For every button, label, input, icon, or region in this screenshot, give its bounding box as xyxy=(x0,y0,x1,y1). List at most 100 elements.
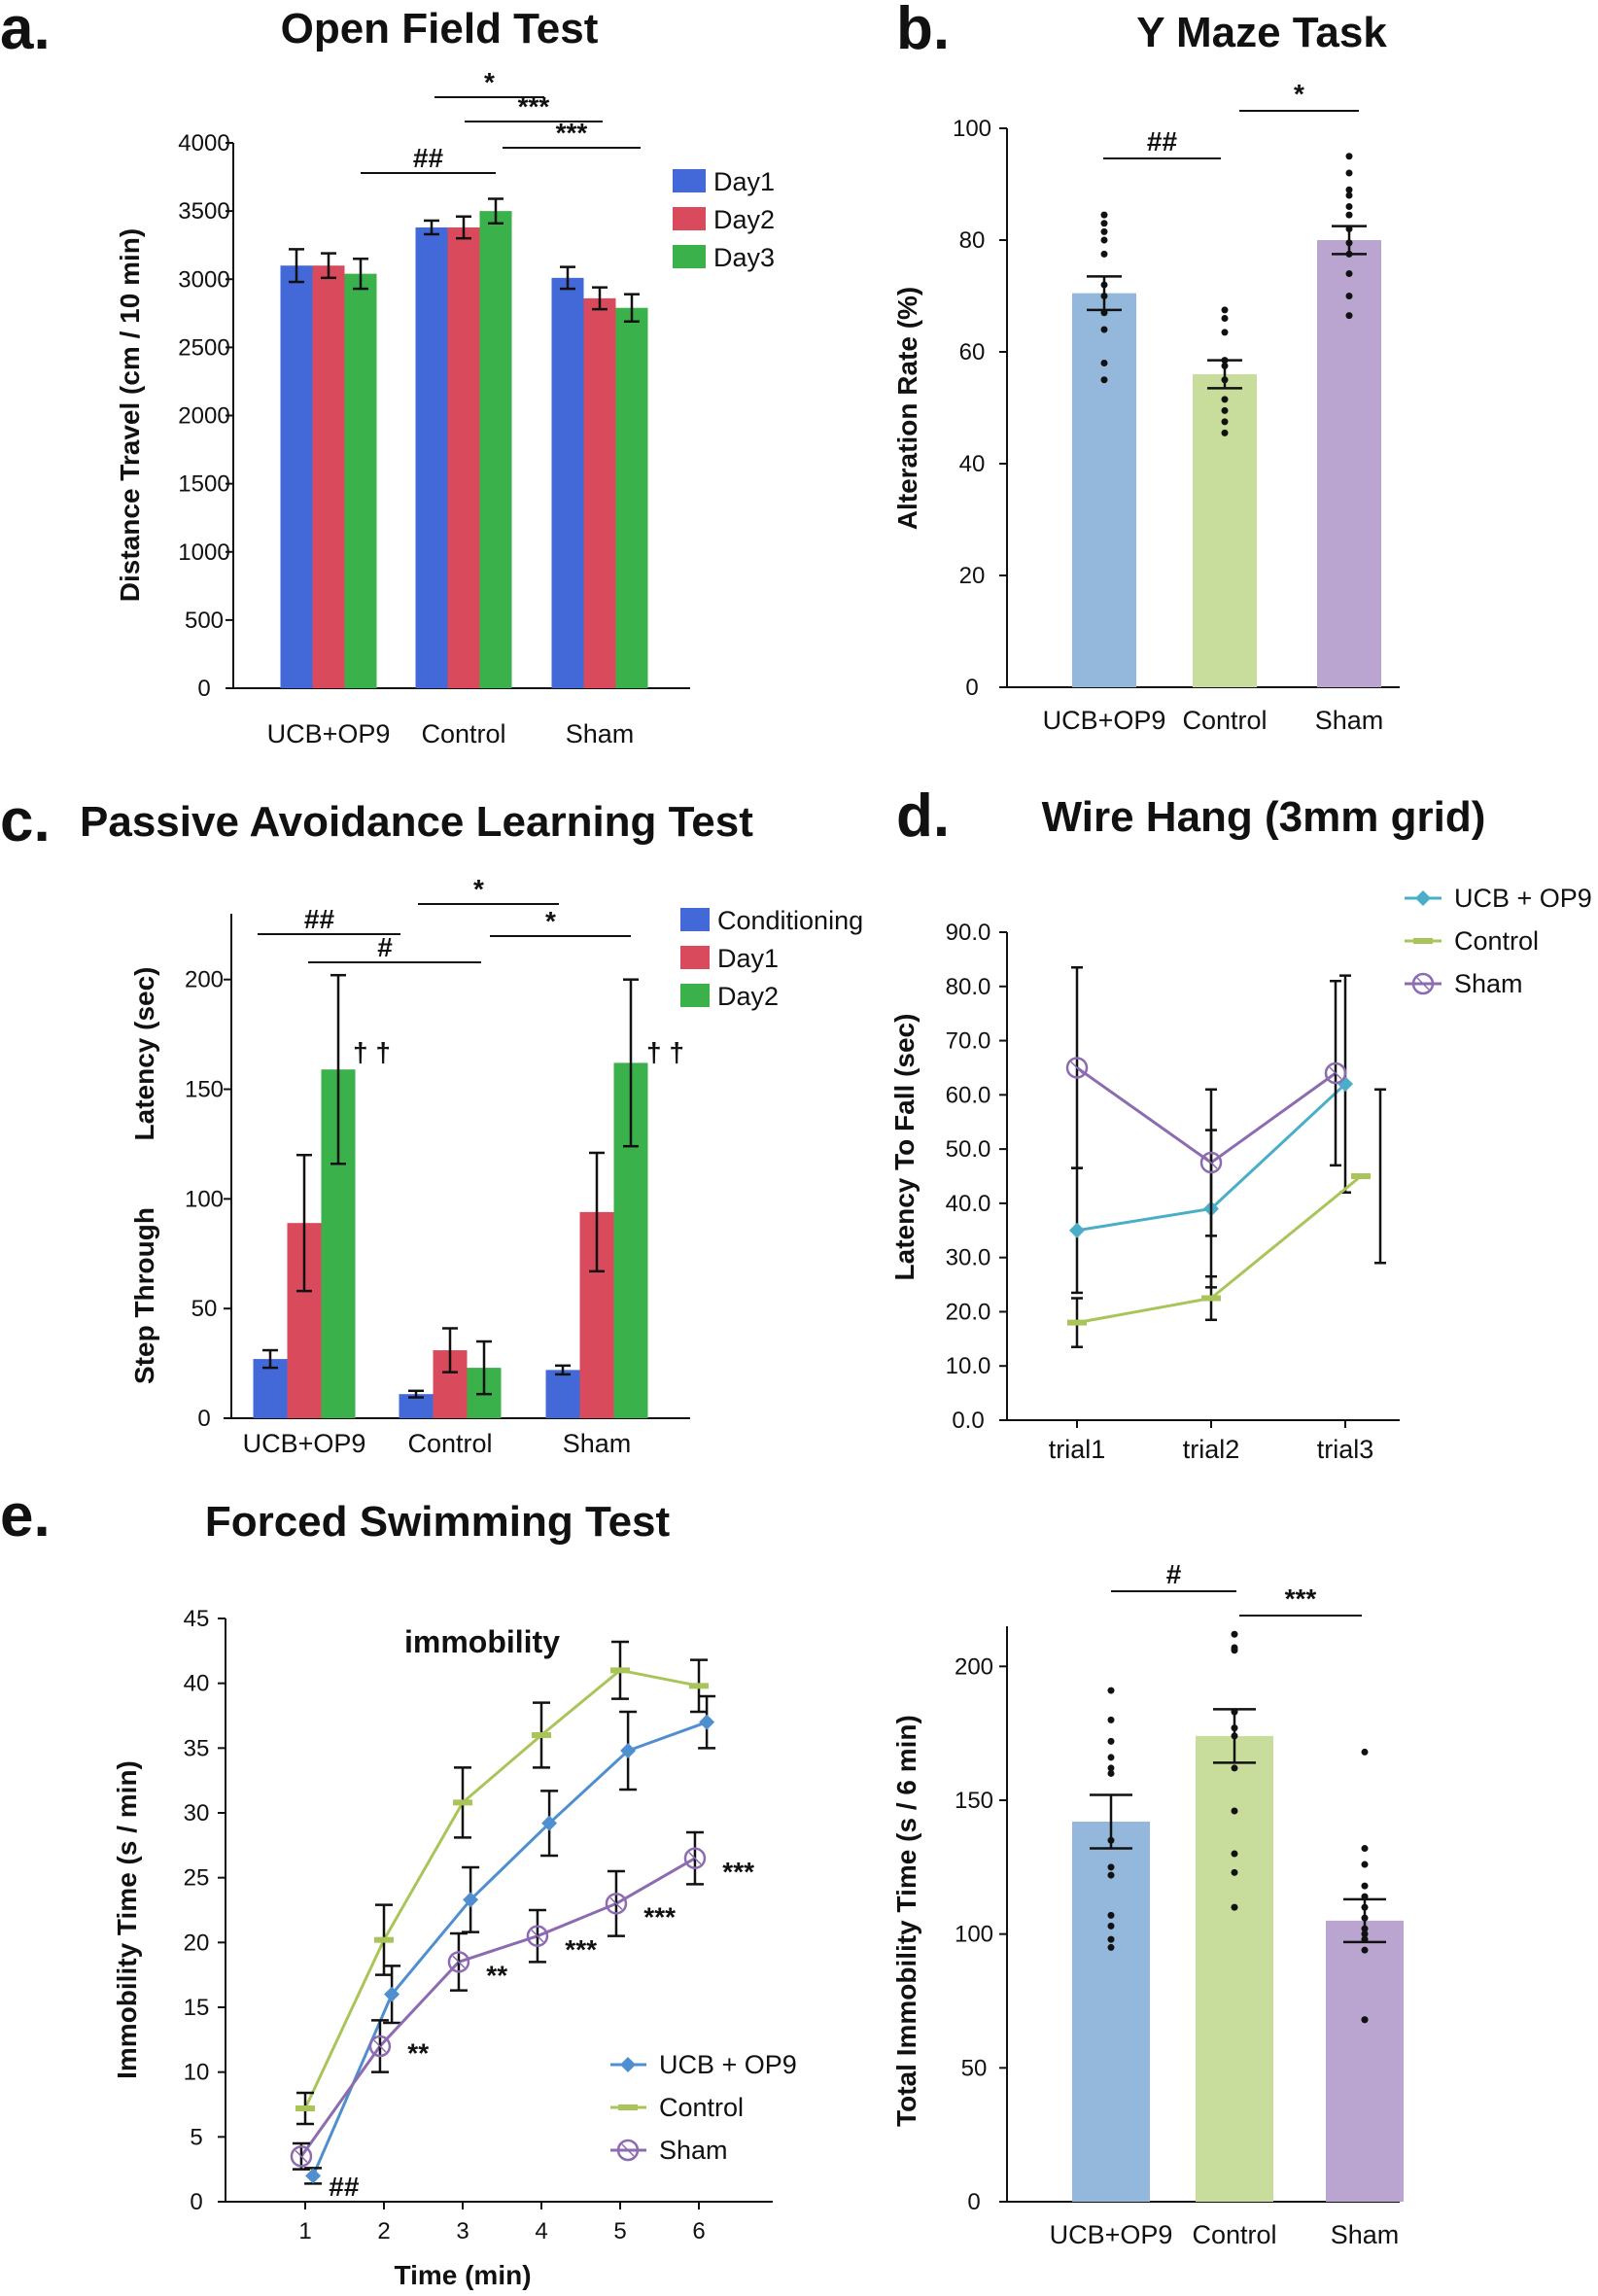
panel-a-bar xyxy=(344,273,377,688)
panel-b-significance-label: ## xyxy=(1147,126,1178,157)
panel-e2-data-point xyxy=(1107,1863,1115,1871)
panel-e-marker xyxy=(290,2145,313,2168)
panel-c-significance-label: # xyxy=(377,932,393,962)
panel-b-data-point xyxy=(1100,293,1108,299)
panel-b-data-point xyxy=(1100,227,1108,235)
panel-e-marker xyxy=(605,1893,628,1915)
panel-e2-data-point xyxy=(1231,1724,1238,1732)
panel-b-data-point xyxy=(1345,250,1353,258)
panel-d-legend-marker xyxy=(1411,972,1435,995)
panel-b-data-point xyxy=(1100,220,1108,227)
panel-c-y-axis-tick-label: 100 xyxy=(185,1186,224,1212)
panel-d-legend-marker-cross xyxy=(1416,977,1430,991)
panel-d-y-tick-label: 70.0 xyxy=(946,1028,991,1055)
panel-a-legend-label: Day3 xyxy=(713,243,775,272)
panel-b-data-point xyxy=(1100,211,1108,219)
panel-b-data-point xyxy=(1221,306,1229,314)
panel-b-significance-label: * xyxy=(1294,79,1304,109)
panel-e-series-line xyxy=(303,1668,700,2109)
panel-e2-data-point xyxy=(1107,1769,1115,1777)
panel-d-y-tick-label: 20.0 xyxy=(946,1299,991,1325)
panel-a-y-axis-tick-label: 2500 xyxy=(178,334,229,361)
panel-b-data-point xyxy=(1345,239,1353,247)
panel-b-data-point xyxy=(1221,418,1229,426)
panel-b-bar xyxy=(1193,374,1257,687)
panel-e-marker xyxy=(532,1732,551,1738)
panel-a-y-axis-tick-label: 0 xyxy=(197,676,210,702)
panel-b-data-point xyxy=(1100,250,1108,258)
panel-c-legend-swatch xyxy=(680,908,710,931)
panel-c-category-label: Sham xyxy=(563,1429,632,1458)
panel-e2-y-tick-label: 100 xyxy=(955,1922,993,1948)
panel-a-significance-label: ## xyxy=(413,143,444,173)
panel-c-bar xyxy=(545,1370,580,1418)
panel-e-legend-label: UCB + OP9 xyxy=(659,2050,797,2079)
panel-e-marker xyxy=(374,1936,394,1943)
panel-e-subtitle: immobility xyxy=(404,1624,560,1659)
panel-a-bar xyxy=(479,211,512,688)
panel-e2-y-tick-label: 50 xyxy=(961,2055,988,2081)
panel-e2-data-point xyxy=(1107,1764,1115,1772)
panel-e-y-tick-label: 45 xyxy=(184,1606,210,1632)
panel-c-significance-label: * xyxy=(545,906,556,936)
panel-b-label: b. xyxy=(896,0,950,62)
panel-e-marker xyxy=(541,1815,558,1831)
panel-e2-significance-label: # xyxy=(1166,1559,1182,1589)
panel-e-legend-marker xyxy=(618,2105,638,2110)
panel-e-x-tick-label: 4 xyxy=(535,2218,547,2244)
panel-c-legend-label: Day2 xyxy=(717,982,779,1011)
panel-e-marker xyxy=(683,1847,707,1869)
panel-e2-data-point xyxy=(1361,1946,1369,1954)
panel-d-ylabel: Latency To Fall (sec) xyxy=(889,1014,920,1281)
panel-e2-data-point xyxy=(1361,1925,1369,1932)
panel-e-y-tick-label: 10 xyxy=(184,2060,210,2086)
panel-d-legend-marker xyxy=(1413,938,1433,944)
panel-b-data-point xyxy=(1345,153,1353,160)
panel-a-category-label: Control xyxy=(421,719,505,748)
panel-a-bar xyxy=(415,226,448,688)
panel-e-annotation: *** xyxy=(643,1902,676,1932)
panel-e-y-tick-label: 5 xyxy=(190,2124,202,2150)
panel-e-legend-marker xyxy=(620,2057,636,2072)
panel-d-marker xyxy=(1351,1173,1371,1179)
panel-a-y-axis-tick-label: 1500 xyxy=(178,471,229,498)
panel-a-y-axis-tick-label: 3500 xyxy=(178,198,229,225)
panel-d-marker xyxy=(1069,1222,1085,1238)
panel-e-marker-cross xyxy=(531,1930,544,1943)
panel-b-data-point xyxy=(1345,312,1353,320)
panel-d-marker xyxy=(1199,1151,1223,1174)
panel-c-dagger-label: † † xyxy=(353,1037,391,1067)
panel-e2-category-label: UCB+OP9 xyxy=(1050,2220,1173,2249)
panel-c-category-label: Control xyxy=(407,1429,492,1458)
panel-e2-significance-label: *** xyxy=(1285,1583,1317,1614)
panel-c-y-axis-tick-label: 0 xyxy=(197,1406,210,1432)
panel-a-y-axis-tick-label: 2000 xyxy=(178,403,229,430)
panel-e-marker xyxy=(620,1743,637,1758)
panel-e2-data-point xyxy=(1361,1748,1369,1756)
panel-c-legend-label: Day1 xyxy=(717,944,779,973)
panel-e2-y-tick-label: 0 xyxy=(967,2189,980,2215)
panel-b-data-point xyxy=(1345,186,1353,193)
panel-e-annotation: *** xyxy=(722,1857,754,1887)
panel-e-x-tick-label: 1 xyxy=(298,2218,311,2244)
panel-a-label: a. xyxy=(0,0,51,62)
panel-d-category-label: trial1 xyxy=(1049,1435,1106,1464)
panel-d-series-line xyxy=(1076,1066,1337,1165)
panel-e-y-tick-label: 20 xyxy=(184,1930,210,1956)
panel-d-marker-cross xyxy=(1204,1156,1218,1169)
panel-e2-data-point xyxy=(1361,1845,1369,1853)
panel-b-data-point xyxy=(1221,329,1229,336)
panel-d-marker xyxy=(1201,1295,1221,1302)
panel-e-legend-marker xyxy=(616,2139,640,2162)
panel-e2-category-label: Sham xyxy=(1331,2220,1400,2249)
panel-c-ylabel-line: Step Through xyxy=(129,1207,159,1384)
panel-d-legend-marker xyxy=(1415,890,1431,906)
panel-e-label: e. xyxy=(0,1482,51,1549)
panel-d-marker xyxy=(1065,1057,1089,1079)
panel-e-marker-cross xyxy=(688,1852,702,1865)
panel-e2-data-point xyxy=(1361,1903,1369,1911)
panel-e-legend-marker-cross xyxy=(621,2143,635,2157)
panel-d-y-tick-label: 40.0 xyxy=(946,1191,991,1217)
panel-d-legend-label: Sham xyxy=(1454,969,1523,998)
